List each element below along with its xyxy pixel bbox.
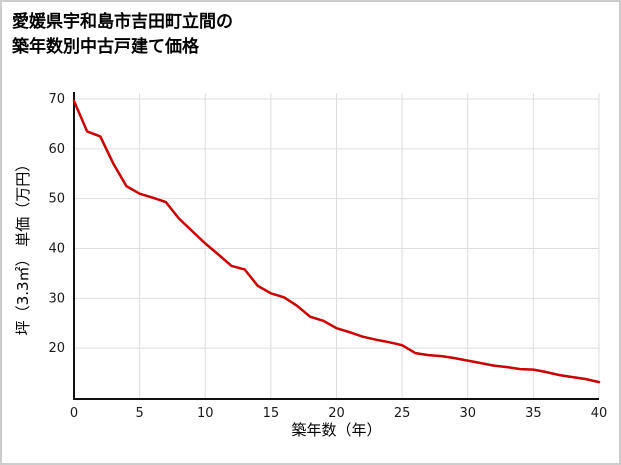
x-tick-label: 25 [394,406,411,421]
x-tick-label: 5 [135,406,143,421]
y-tick-label: 70 [48,92,65,107]
chart-title-line2: 築年数別中古戸建て価格 [12,36,199,57]
x-tick-label: 30 [459,406,476,421]
x-tick-label: 20 [328,406,345,421]
chart-title-line1: 愛媛県宇和島市吉田町立間の [12,12,233,32]
chart-title: 愛媛県宇和島市吉田町立間の 築年数別中古戸建て価格 [12,10,233,59]
x-tick-label: 10 [197,406,214,421]
price-line [72,99,601,384]
y-axis-label: 坪（3.3㎡） 単価（万円） [14,157,32,336]
x-tick-label: 35 [525,406,542,421]
y-tick-label: 50 [48,192,65,207]
x-tick-label: 0 [70,406,78,421]
x-tick-label: 40 [591,406,608,421]
y-tick-label: 20 [48,341,65,356]
y-tick-label: 30 [48,291,65,306]
y-tick-label: 40 [48,241,65,256]
x-axis-label: 築年数（年） [291,421,381,439]
x-tick-label: 15 [263,406,280,421]
y-tick-label: 60 [48,142,65,157]
